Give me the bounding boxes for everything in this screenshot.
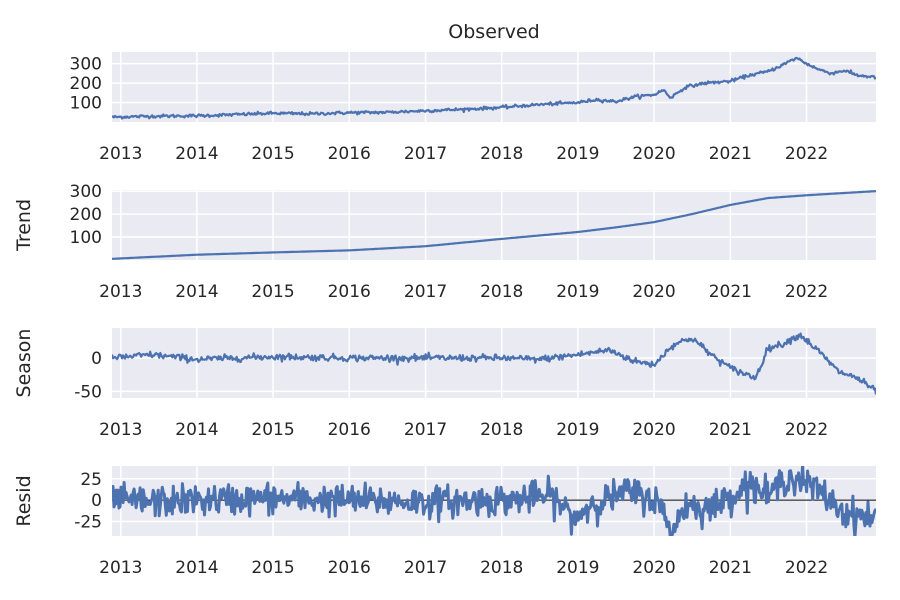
resid-series-line [112, 466, 876, 536]
season-y-tick-label: -50 [74, 382, 102, 402]
season-x-tick-label: 2020 [632, 420, 675, 440]
observed-y-tick-label: 100 [70, 94, 102, 114]
trend-x-tick-label: 2014 [175, 282, 218, 302]
observed-series-line [112, 56, 876, 120]
resid-x-tick-label: 2020 [632, 558, 675, 578]
resid-x-tick-label: 2017 [404, 558, 447, 578]
observed-x-tick-label: 2022 [785, 144, 828, 164]
resid-x-tick-label: 2021 [709, 558, 752, 578]
resid-x-tick-label: 2014 [175, 558, 218, 578]
observed-x-tick-label: 2017 [404, 144, 447, 164]
trend-x-tick-label: 2020 [632, 282, 675, 302]
trend-x-tick-label: 2021 [709, 282, 752, 302]
observed-x-tick-label: 2016 [328, 144, 371, 164]
season-x-tick-label: 2014 [175, 420, 218, 440]
panel-season: 2013 2014 2015 2016 2017 2018 2019 2020 2021 2022… [13, 328, 876, 440]
trend-y-tick-label: 200 [70, 205, 102, 225]
observed-y-tick-label: 300 [70, 55, 102, 75]
season-x-tick-label: 2022 [785, 420, 828, 440]
season-x-tick-label: 2013 [99, 420, 142, 440]
season-x-tick-label: 2016 [328, 420, 371, 440]
trend-ylabel: Trend [13, 199, 35, 252]
resid-x-tick-label: 2013 [99, 558, 142, 578]
trend-x-tick-label: 2017 [404, 282, 447, 302]
observed-plot-area [112, 52, 876, 122]
trend-x-tick-label: 2019 [556, 282, 599, 302]
panels-container: 2013 2014 2015 2016 2017 2018 2019 2020 2021 2022… [13, 52, 876, 578]
trend-x-tick-label: 2022 [785, 282, 828, 302]
resid-y-tick-label: -25 [74, 512, 102, 532]
season-x-tick-label: 2017 [404, 420, 447, 440]
observed-x-tick-label: 2013 [99, 144, 142, 164]
season-x-tick-label: 2018 [480, 420, 523, 440]
panel-observed: 2013 2014 2015 2016 2017 2018 2019 2020 2021 2022… [70, 52, 876, 164]
resid-x-tick-label: 2016 [328, 558, 371, 578]
resid-x-tick-label: 2018 [480, 558, 523, 578]
trend-x-tick-label: 2016 [328, 282, 371, 302]
observed-x-tick-label: 2021 [709, 144, 752, 164]
trend-plot-area [112, 190, 876, 260]
resid-x-tick-label: 2019 [556, 558, 599, 578]
resid-y-tick-label: 0 [91, 491, 102, 511]
trend-x-tick-label: 2013 [99, 282, 142, 302]
resid-x-tick-label: 2015 [251, 558, 294, 578]
season-x-tick-label: 2019 [556, 420, 599, 440]
season-x-tick-label: 2021 [709, 420, 752, 440]
trend-series-line [112, 190, 876, 260]
resid-y-tick-label: 25 [80, 470, 102, 490]
observed-x-tick-label: 2019 [556, 144, 599, 164]
resid-x-tick-label: 2022 [785, 558, 828, 578]
trend-y-tick-label: 100 [70, 228, 102, 248]
observed-y-tick-label: 200 [70, 74, 102, 94]
trend-x-tick-label: 2018 [480, 282, 523, 302]
observed-x-tick-label: 2018 [480, 144, 523, 164]
season-y-tick-label: 0 [91, 349, 102, 369]
resid-ylabel: Resid [13, 475, 35, 526]
trend-y-tick-label: 300 [70, 182, 102, 202]
observed-x-tick-label: 2014 [175, 144, 218, 164]
figure-title: Observed [448, 21, 539, 43]
panel-trend: 2013 2014 2015 2016 2017 2018 2019 2020 2021 2022… [13, 182, 876, 302]
observed-x-tick-label: 2020 [632, 144, 675, 164]
season-series-line [112, 332, 876, 395]
season-x-tick-label: 2015 [251, 420, 294, 440]
trend-x-tick-label: 2015 [251, 282, 294, 302]
observed-x-tick-label: 2015 [251, 144, 294, 164]
season-plot-area [112, 328, 876, 398]
season-ylabel: Season [13, 329, 35, 398]
panel-resid: 2013 2014 2015 2016 2017 2018 2019 2020 2021 2022… [13, 466, 876, 578]
